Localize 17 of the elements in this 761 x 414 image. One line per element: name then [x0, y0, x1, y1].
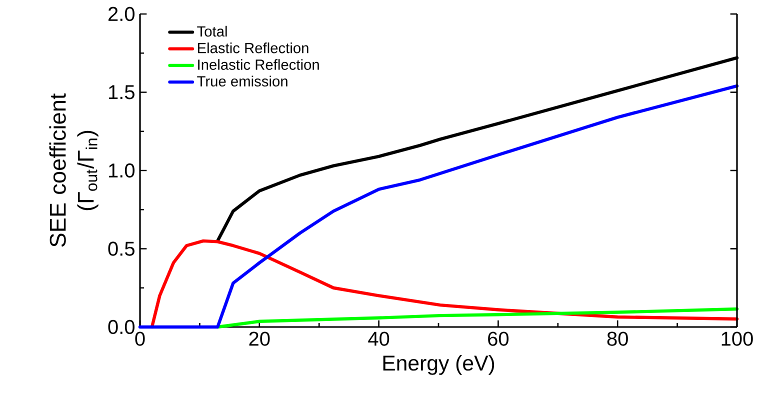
legend-label: Inelastic Reflection — [198, 59, 319, 70]
legend-label: Elastic Reflection — [198, 42, 308, 54]
x-tick-label: 20 — [249, 332, 270, 346]
x-tick-label: 80 — [607, 332, 628, 346]
x-axis-title: Energy (eV) — [383, 355, 494, 375]
y-tick-label: 0.5 — [108, 242, 134, 256]
y-tick-label: 2.0 — [108, 6, 135, 22]
x-tick-label: 40 — [368, 332, 390, 346]
y-tick-label: 1.0 — [109, 163, 135, 178]
x-tick-label: 100 — [722, 332, 753, 346]
y-tick-label: 0.0 — [108, 320, 135, 334]
legend-label: True emission — [197, 76, 288, 87]
line-series — [216, 307, 739, 329]
x-tick-label: 60 — [488, 332, 509, 346]
x-tick-label: 0 — [135, 332, 145, 346]
legend-label: Total — [197, 26, 227, 37]
y-tick-label: 1.5 — [109, 85, 134, 100]
